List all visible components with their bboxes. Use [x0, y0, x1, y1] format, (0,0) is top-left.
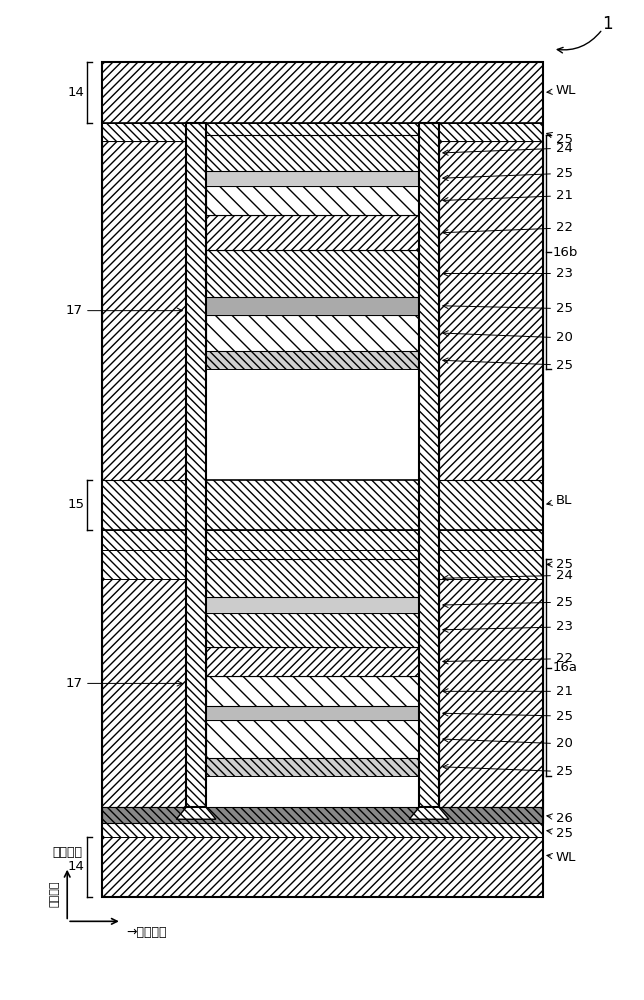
Polygon shape: [409, 807, 449, 819]
Text: 22: 22: [443, 221, 573, 235]
Text: 23: 23: [443, 267, 573, 280]
Bar: [206, 171, 419, 186]
Text: 22: 22: [443, 652, 573, 665]
Bar: [206, 720, 419, 758]
Text: 25: 25: [443, 302, 573, 315]
Bar: [206, 758, 419, 776]
Text: 25: 25: [547, 558, 573, 571]
Bar: [206, 215, 419, 250]
Bar: [102, 837, 543, 897]
Bar: [206, 297, 419, 315]
Text: 17: 17: [65, 304, 182, 317]
Bar: [102, 141, 186, 480]
Bar: [206, 613, 419, 647]
Bar: [102, 62, 543, 123]
Bar: [206, 706, 419, 720]
Text: 20: 20: [443, 737, 573, 750]
Bar: [186, 123, 206, 807]
Bar: [102, 823, 543, 837]
Text: WL: WL: [547, 851, 576, 864]
Bar: [206, 559, 419, 597]
Text: 20: 20: [443, 331, 573, 344]
Bar: [102, 550, 543, 579]
Bar: [102, 62, 543, 897]
Bar: [206, 135, 419, 171]
Text: BL: BL: [547, 493, 573, 506]
Text: 16b: 16b: [553, 246, 578, 259]
Text: 25: 25: [443, 167, 573, 181]
Polygon shape: [176, 807, 216, 819]
Bar: [102, 530, 543, 550]
Text: 21: 21: [443, 189, 573, 203]
Bar: [439, 141, 543, 480]
Text: 21: 21: [443, 685, 573, 698]
Bar: [206, 647, 419, 676]
Text: 24: 24: [443, 142, 573, 155]
Text: →字線方向: →字線方向: [127, 926, 167, 939]
Text: 23: 23: [443, 620, 573, 633]
Bar: [102, 807, 543, 823]
Text: 1: 1: [602, 15, 613, 33]
Bar: [102, 559, 186, 807]
Text: 25: 25: [547, 827, 573, 840]
Text: 14: 14: [67, 860, 84, 873]
Text: 25: 25: [443, 358, 573, 372]
Text: 26: 26: [547, 812, 573, 825]
Bar: [206, 250, 419, 297]
Text: 15: 15: [67, 498, 84, 511]
Text: 上下方向: 上下方向: [52, 846, 82, 859]
Text: 16a: 16a: [553, 661, 578, 674]
Bar: [102, 480, 543, 530]
Bar: [206, 351, 419, 369]
Text: 25: 25: [443, 710, 573, 723]
Text: 14: 14: [67, 86, 84, 99]
Bar: [439, 559, 543, 807]
Bar: [102, 123, 543, 141]
Bar: [206, 315, 419, 351]
Text: 25: 25: [443, 596, 573, 609]
Text: 上下方向: 上下方向: [50, 881, 59, 907]
Bar: [206, 597, 419, 613]
Bar: [419, 123, 439, 807]
Text: 25: 25: [443, 764, 573, 778]
Text: 24: 24: [443, 569, 573, 582]
Text: 17: 17: [65, 677, 182, 690]
Text: 25: 25: [547, 133, 573, 146]
Bar: [206, 676, 419, 706]
Bar: [206, 186, 419, 215]
Text: WL: WL: [547, 84, 576, 97]
